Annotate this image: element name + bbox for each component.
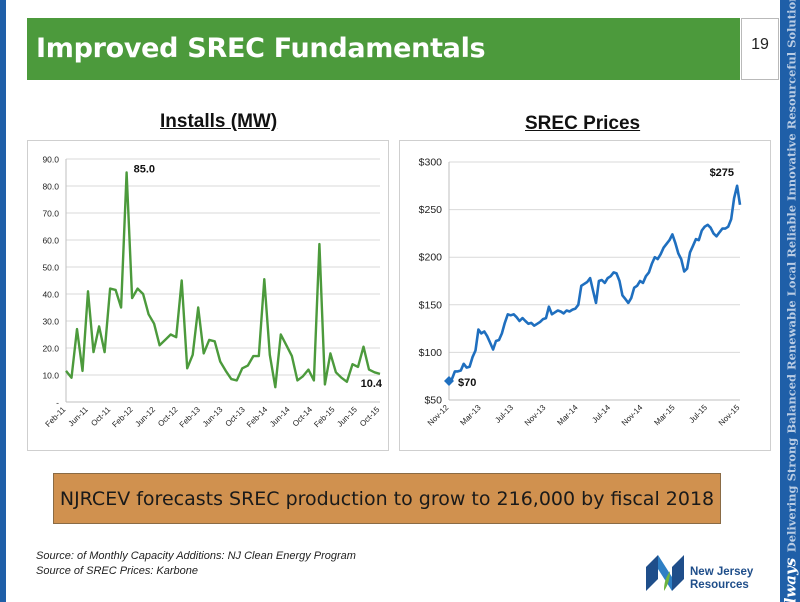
x-tick-label: Nov-15: [717, 403, 742, 428]
x-tick-label: Feb-13: [178, 405, 203, 430]
x-tick-label: Oct-12: [156, 405, 180, 429]
side-banner-word: Always: [781, 557, 800, 602]
side-banner: [780, 0, 800, 602]
logo-text-line2: Resources: [690, 579, 749, 591]
y-tick-label: $50: [424, 395, 442, 407]
y-tick-label: -: [56, 398, 59, 408]
data-label: 10.4: [361, 378, 383, 390]
x-tick-label: Jul-13: [493, 403, 515, 425]
side-banner-text: Always Delivering Strong Balanced Renewa…: [781, 0, 800, 602]
x-tick-label: Jun-12: [133, 405, 157, 429]
y-tick-label: $150: [419, 299, 443, 311]
x-tick-label: Jul-14: [590, 403, 612, 425]
y-tick-label: 60.0: [42, 236, 59, 246]
data-label: $70: [458, 377, 476, 389]
prices-chart-title: SREC Prices: [525, 113, 641, 134]
prices-chart-frame: $50 $100 $150 $200 $250 $300 Nov-12 Mar-13 Jul-1…: [399, 140, 771, 451]
x-tick-label: Mar-14: [555, 403, 580, 428]
source-note-installs: Source: of Monthly Capacity Additions: N…: [36, 550, 356, 562]
njr-logo-icon: [646, 555, 684, 591]
title-bar: [27, 18, 740, 80]
x-tick-label: Feb-11: [44, 405, 68, 429]
data-label: $275: [710, 167, 734, 179]
y-tick-label: $250: [419, 204, 443, 216]
side-banner-tagline: Delivering Strong Balanced Renewable Loc…: [784, 0, 799, 553]
x-tick-label: Oct-15: [358, 405, 382, 429]
x-tick-label: Jun-14: [268, 405, 292, 429]
series-line: [65, 171, 381, 389]
start-marker: [444, 375, 454, 386]
page-number-box: [741, 18, 779, 80]
y-tick-label: $300: [419, 157, 443, 169]
forecast-callout-text: NJRCEV forecasts SREC production to grow…: [59, 488, 715, 510]
x-tick-label: Jun-15: [335, 405, 359, 429]
x-tick-label: Nov-14: [620, 403, 645, 428]
page-number: 19: [751, 36, 769, 53]
y-tick-label: $100: [419, 347, 443, 359]
y-tick-label: 30.0: [42, 317, 59, 327]
y-tick-label: $200: [419, 252, 443, 264]
installs-chart-title: Installs (MW): [160, 111, 278, 132]
y-tick-label: 80.0: [42, 182, 59, 192]
y-tick-label: 10.0: [42, 371, 59, 381]
forecast-callout: [53, 473, 721, 524]
y-tick-label: 70.0: [42, 209, 59, 219]
page-title: Improved SREC Fundamentals: [36, 33, 486, 64]
source-note-prices: Source of SREC Prices: Karbone: [36, 565, 199, 577]
series-line: [448, 184, 742, 383]
x-tick-label: Feb-15: [312, 405, 337, 430]
x-tick-label: Jun-13: [201, 405, 225, 429]
x-tick-label: Mar-13: [458, 403, 483, 428]
logo-text-line1: New Jersey: [690, 566, 754, 578]
x-tick-label: Oct-13: [223, 405, 247, 429]
x-tick-label: Feb-12: [110, 405, 135, 430]
x-tick-label: Oct-11: [89, 405, 112, 428]
x-tick-label: Feb-14: [245, 405, 270, 430]
y-tick-label: 50.0: [42, 263, 59, 273]
y-tick-label: 40.0: [42, 290, 59, 300]
installs-chart-frame: - 10.0 20.0 30.0 40.0 50.0 60.0 70.0 80.0 90.0 Feb…: [27, 140, 389, 451]
data-label: 85.0: [134, 164, 155, 176]
installs-chart: - 10.0 20.0 30.0 40.0 50.0 60.0 70.0 80.0 90.0 Feb…: [42, 155, 383, 430]
x-tick-label: Jun-11: [67, 405, 91, 429]
x-tick-label: Nov-13: [523, 403, 548, 428]
y-tick-label: 20.0: [42, 344, 59, 354]
x-tick-label: Jul-15: [687, 403, 709, 425]
left-accent-bar: [0, 0, 6, 602]
y-tick-label: 90.0: [42, 155, 59, 165]
x-tick-label: Mar-15: [652, 403, 677, 428]
x-tick-label: Oct-14: [291, 405, 315, 429]
